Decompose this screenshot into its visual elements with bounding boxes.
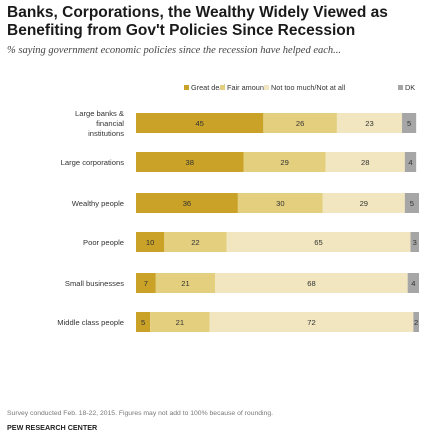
category-label-2: Large corporations <box>61 158 125 167</box>
legend-label-2: Fair amount <box>227 83 266 92</box>
legend-swatch-4 <box>398 85 403 90</box>
bar-segment-1-2 <box>263 113 337 133</box>
bar-segment-4-2 <box>164 232 227 252</box>
legend-swatch-1 <box>184 85 189 90</box>
bar-segment-2-1 <box>136 152 244 172</box>
data-label-3-1: 36 <box>183 199 191 208</box>
legend-label-1: Great deal <box>191 83 225 92</box>
bar-segment-6-3 <box>209 312 414 332</box>
bar-segment-1-1 <box>136 113 264 133</box>
data-label-4-3: 65 <box>314 238 322 247</box>
data-label-3-3: 29 <box>360 199 368 208</box>
bar-segment-4-4 <box>410 232 419 252</box>
data-label-5-1: 7 <box>144 279 148 288</box>
bar-segment-6-1 <box>136 312 151 332</box>
category-label-line: Poor people <box>83 238 124 247</box>
data-label-3-4: 5 <box>410 199 414 208</box>
source-label: PEW RESEARCH CENTER <box>7 423 98 432</box>
bar-segment-4-1 <box>136 232 165 252</box>
data-label-5-2: 21 <box>181 279 189 288</box>
bar-segment-3-1 <box>136 193 238 213</box>
category-label-line: financial <box>96 119 124 128</box>
data-label-5-3: 68 <box>307 279 315 288</box>
data-label-2-4: 4 <box>408 158 412 167</box>
category-label-6: Middle class people <box>57 318 124 327</box>
category-label-5: Small businesses <box>65 279 124 288</box>
bar-segment-1-3 <box>336 113 403 133</box>
data-label-3-2: 30 <box>276 199 284 208</box>
data-label-1-3: 23 <box>365 119 373 128</box>
bar-segment-2-3 <box>325 152 405 172</box>
chart-subtitle: % saying government economic policies si… <box>7 45 342 56</box>
legend-label-4: DK <box>405 83 415 92</box>
data-label-6-4: 2 <box>414 318 418 327</box>
bar-segment-2-2 <box>243 152 326 172</box>
category-label-3: Wealthy people <box>72 199 124 208</box>
category-label-line: Wealthy people <box>72 199 124 208</box>
category-label-1: Large banks & financial institutions <box>75 109 124 138</box>
data-label-4-4: 3 <box>413 238 417 247</box>
data-label-5-4: 4 <box>411 279 415 288</box>
data-label-6-3: 72 <box>307 318 315 327</box>
bar-segment-1-4 <box>402 113 417 133</box>
chart-title: Banks, Corporations, the Wealthy Widely … <box>7 4 388 39</box>
category-label-line: Middle class people <box>57 318 124 327</box>
legend-swatch-2 <box>220 85 225 90</box>
legend-swatch-3 <box>264 85 269 90</box>
data-label-2-3: 28 <box>361 158 369 167</box>
footnote: Survey conducted Feb. 18-22, 2015. Figur… <box>7 410 274 417</box>
bar-segment-6-4 <box>413 312 419 332</box>
bar-segment-4-3 <box>226 232 411 252</box>
category-label-line: Large banks & <box>75 109 124 118</box>
bar-segment-3-4 <box>404 193 419 213</box>
bar-segment-2-4 <box>404 152 417 172</box>
bar-segment-3-3 <box>322 193 405 213</box>
category-label-4: Poor people <box>83 238 124 247</box>
category-label-line: institutions <box>88 129 124 138</box>
data-label-1-2: 26 <box>296 119 304 128</box>
category-label-line: Large corporations <box>61 158 125 167</box>
data-label-6-1: 5 <box>141 318 145 327</box>
data-label-1-4: 5 <box>407 119 411 128</box>
data-label-4-2: 22 <box>191 238 199 247</box>
data-label-6-2: 21 <box>176 318 184 327</box>
legend-label-3: Not too much/Not at all <box>271 83 346 92</box>
data-label-2-2: 29 <box>280 158 288 167</box>
bar-segment-5-3 <box>215 273 408 293</box>
data-label-1-1: 45 <box>195 119 203 128</box>
category-label-line: Small businesses <box>65 279 124 288</box>
bar-segment-3-2 <box>237 193 323 213</box>
bar-segment-6-2 <box>150 312 210 332</box>
data-label-2-1: 38 <box>186 158 194 167</box>
bar-segment-5-4 <box>407 273 419 293</box>
bar-segment-5-1 <box>136 273 156 293</box>
data-label-4-1: 10 <box>146 238 154 247</box>
bar-segment-5-2 <box>155 273 216 293</box>
